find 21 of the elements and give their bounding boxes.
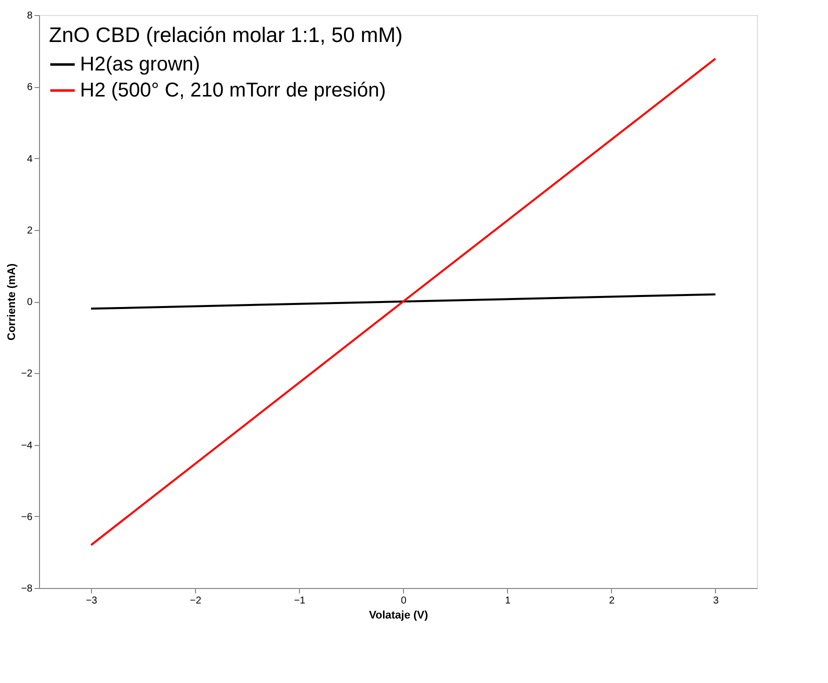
y-tick-label: −2: [21, 368, 33, 380]
x-tick-label: −3: [86, 596, 98, 606]
y-axis-title: Corriente (mA): [6, 263, 18, 341]
x-tick-label: 1: [504, 596, 511, 606]
legend-title: ZnO CBD (relación molar 1:1, 50 mM): [49, 24, 403, 47]
legend-label: H2(as grown): [80, 54, 200, 76]
y-tick-label: 2: [26, 225, 33, 236]
y-tick-label: 6: [26, 82, 33, 94]
y-tick-label: −6: [21, 512, 33, 523]
x-axis-title: Volataje (V): [368, 610, 428, 622]
y-tick-label: 4: [26, 154, 33, 165]
x-tick-label: 3: [713, 596, 720, 606]
y-tick-label: 0: [26, 297, 33, 308]
x-tick-label: −2: [190, 596, 202, 606]
x-tick-label: 2: [609, 596, 616, 606]
y-tick-label: −4: [21, 440, 33, 452]
x-tick-label: −1: [294, 596, 306, 606]
legend-label: H2 (500° C, 210 mTorr de presión): [80, 80, 386, 102]
x-tick-label: 0: [400, 596, 407, 606]
y-tick-label: 8: [26, 10, 33, 22]
y-tick-label: −8: [21, 584, 33, 594]
